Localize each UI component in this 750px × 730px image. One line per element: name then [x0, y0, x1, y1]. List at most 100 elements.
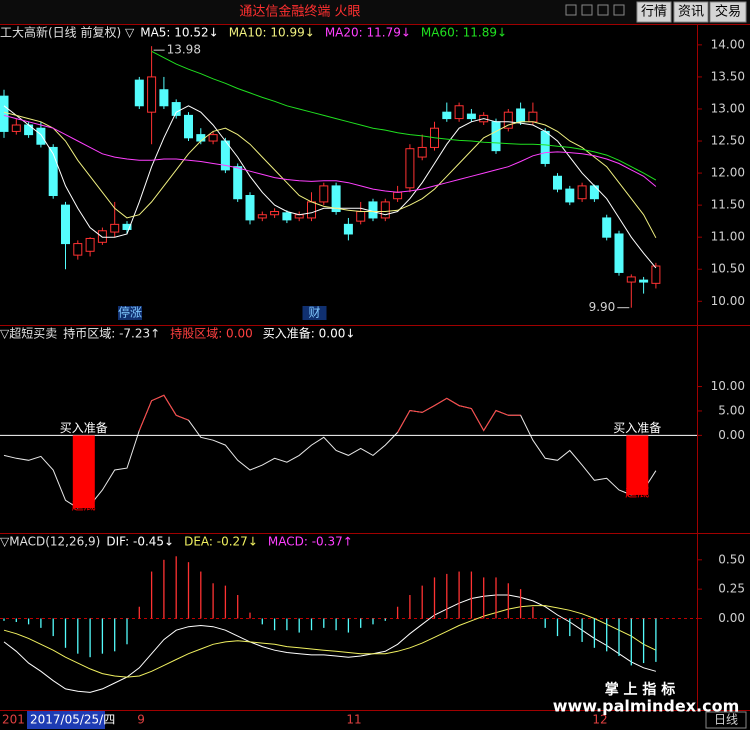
candle-body [343, 223, 353, 235]
series-line [151, 50, 657, 181]
period[interactable]: 日线 [714, 713, 738, 727]
y-tick-label: 12.00 [711, 166, 745, 180]
candle-body [36, 127, 46, 145]
candle-body [565, 188, 575, 203]
legend-entry: MA60: 11.89↓ [421, 26, 507, 40]
candle-body [270, 211, 280, 216]
candle-body [282, 212, 292, 221]
legend-entry: 买入准备: 0.00↓ [263, 327, 356, 341]
y-tick-label: 14.00 [711, 37, 745, 51]
y-tick-label: 0.25 [718, 582, 745, 596]
bar-tag: 停涨 [118, 305, 142, 320]
y-tick-label: 5.00 [718, 403, 745, 417]
frame [0, 24, 750, 711]
candle-body [122, 223, 132, 230]
candle-body [602, 217, 612, 238]
y-tick-label: 12.50 [711, 134, 745, 148]
icon [565, 4, 577, 16]
series-line [3, 114, 657, 193]
candle-body [356, 211, 366, 222]
candle-body [233, 166, 243, 200]
legend-entry: 持股区域: 0.00 [170, 326, 253, 341]
candle-body [24, 124, 34, 136]
annotation: 9.90 [589, 300, 616, 314]
icon [581, 4, 593, 16]
series-line [3, 594, 657, 693]
candle-body [171, 102, 181, 116]
candle-body [245, 195, 255, 221]
candle-body [553, 175, 562, 190]
button[interactable] [673, 1, 709, 23]
series-line [138, 394, 189, 431]
legend-entry: MACD: -0.37↑ [268, 535, 353, 549]
panel-title: ▽超短买卖 [0, 326, 57, 341]
y-tick-label: 0.00 [718, 428, 745, 442]
candle-body [307, 201, 316, 219]
bar-tag: 财 [308, 306, 320, 320]
signal-top-label: 买入准备 [60, 421, 108, 435]
candle-body [85, 237, 95, 252]
series-line [3, 105, 657, 269]
window-icons [565, 4, 625, 16]
candle-body [651, 265, 661, 284]
top-bar [0, 0, 750, 24]
candle-body [184, 114, 193, 139]
button[interactable] [709, 1, 747, 23]
candle-body [614, 233, 624, 273]
legend-entry: DEA: -0.27↓ [184, 535, 258, 549]
y-tick-label: 0.00 [718, 611, 745, 625]
series-line [3, 394, 657, 509]
y-tick-label: 11.00 [711, 230, 745, 244]
candle-body [454, 105, 464, 120]
candle-body [540, 130, 550, 164]
candle-body [405, 148, 415, 189]
panel-title: 工大高新(日线 前复权) ▽ [0, 25, 135, 40]
candle-body [73, 243, 83, 256]
candle-body [147, 76, 157, 113]
candle-body [48, 146, 58, 197]
candle-body [380, 201, 390, 219]
period-box[interactable] [705, 711, 747, 729]
button-label[interactable]: 交易 [715, 4, 741, 20]
legend-entry: MA20: 11.79↓ [325, 26, 411, 40]
candle-body [589, 185, 599, 200]
candle-body [134, 79, 144, 107]
series-line [397, 397, 521, 433]
candle-body [257, 214, 267, 219]
y-tick-label: 13.00 [711, 101, 745, 115]
candle-body [319, 185, 329, 203]
candle-body [97, 230, 107, 243]
candle-body [626, 276, 636, 283]
bar-tag-box [118, 306, 142, 320]
series-line [3, 111, 657, 239]
candle-body [528, 111, 538, 123]
candle-body [516, 108, 526, 123]
signal-label: 超底 [72, 498, 96, 513]
window-title: 通达信金融终端 火眼 [239, 4, 360, 20]
y-tick-label: 0.50 [718, 552, 745, 566]
legend-entry: DIF: -0.45↓ [106, 535, 174, 549]
candle-body [393, 191, 403, 200]
icon [613, 4, 625, 16]
x-tick-label: 201 [2, 713, 25, 727]
candle-body [491, 121, 501, 152]
series-line [3, 605, 657, 678]
button-label[interactable]: 行情 [641, 5, 667, 20]
x-tick-label: 12 [592, 713, 607, 727]
candle-body [368, 201, 378, 219]
candle-body [639, 279, 649, 283]
button-label[interactable]: 资讯 [678, 5, 704, 20]
x-tick-label: 11 [346, 713, 361, 727]
x-tick-label: 9 [137, 713, 145, 727]
candle-body [0, 95, 9, 132]
button[interactable] [636, 1, 672, 23]
signal-label: 超底 [625, 484, 649, 499]
annotation: 13.98 [167, 43, 201, 57]
candle-body [417, 146, 427, 158]
signal-top-label: 买入准备 [613, 421, 661, 435]
cursor-date-box [27, 711, 105, 729]
y-tick-label: 10.00 [711, 379, 745, 393]
candle-body [503, 111, 513, 129]
candle-body [466, 113, 476, 120]
